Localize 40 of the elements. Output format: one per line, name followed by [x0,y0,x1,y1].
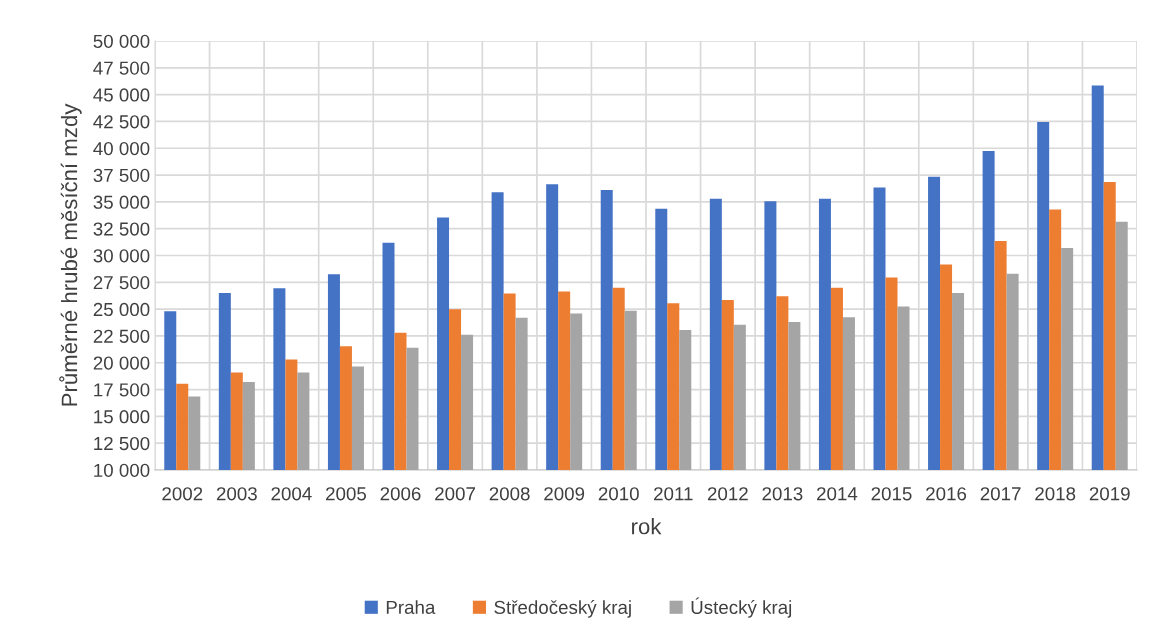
x-tick-label: 2005 [326,487,367,501]
legend-label: Středočeský kraj [494,600,631,618]
x-tick-label: 2006 [380,487,421,501]
x-tick-label: 2007 [435,487,475,501]
x-tick-label: 2011 [654,487,693,501]
x-tick-label: 2010 [598,487,639,501]
y-tick-label: 20 000 [93,356,150,370]
y-tick-label: 45 000 [93,88,150,102]
y-tick-label: 27 500 [93,276,150,290]
legend-label: Ústecký kraj [691,597,792,618]
y-tick-label: 40 000 [93,141,150,156]
y-tick-label: 42 500 [93,115,150,129]
y-tick-label: 25 000 [93,302,150,317]
x-tick-label: 2002 [162,487,203,501]
y-tick-label: 12 500 [94,436,150,451]
x-tick-label: 2018 [1035,487,1076,501]
x-axis-title: rok [632,518,662,535]
y-axis-title: Průměrné hrubé měsíční mzdy [59,103,82,406]
legend-label: Praha [386,600,436,615]
y-tick-label: 17 500 [94,383,150,397]
x-tick-label: 2014 [817,487,858,501]
y-tick-label: 22 500 [93,329,150,343]
y-tick-label: 47 500 [93,61,150,75]
y-tick-label: 50 000 [93,34,150,48]
y-tick-label: 30 000 [93,249,150,263]
x-tick-label: 2012 [707,487,748,501]
y-tick-label: 10 000 [94,463,150,477]
x-tick-label: 2008 [489,487,530,501]
x-tick-label: 2016 [926,487,967,501]
y-tick-label: 32 500 [93,222,150,236]
x-tick-label: 2004 [271,487,312,501]
x-tick-label: 2015 [871,487,912,501]
x-tick-label: 2003 [216,487,257,501]
x-tick-label: 2009 [544,487,585,501]
x-tick-label: 2017 [980,487,1021,501]
y-tick-label: 37 500 [93,168,150,183]
y-tick-label: 35 000 [93,195,150,209]
x-tick-label: 2019 [1089,487,1130,501]
x-tick-label: 2013 [762,487,803,501]
y-tick-label: 15 000 [94,410,150,424]
